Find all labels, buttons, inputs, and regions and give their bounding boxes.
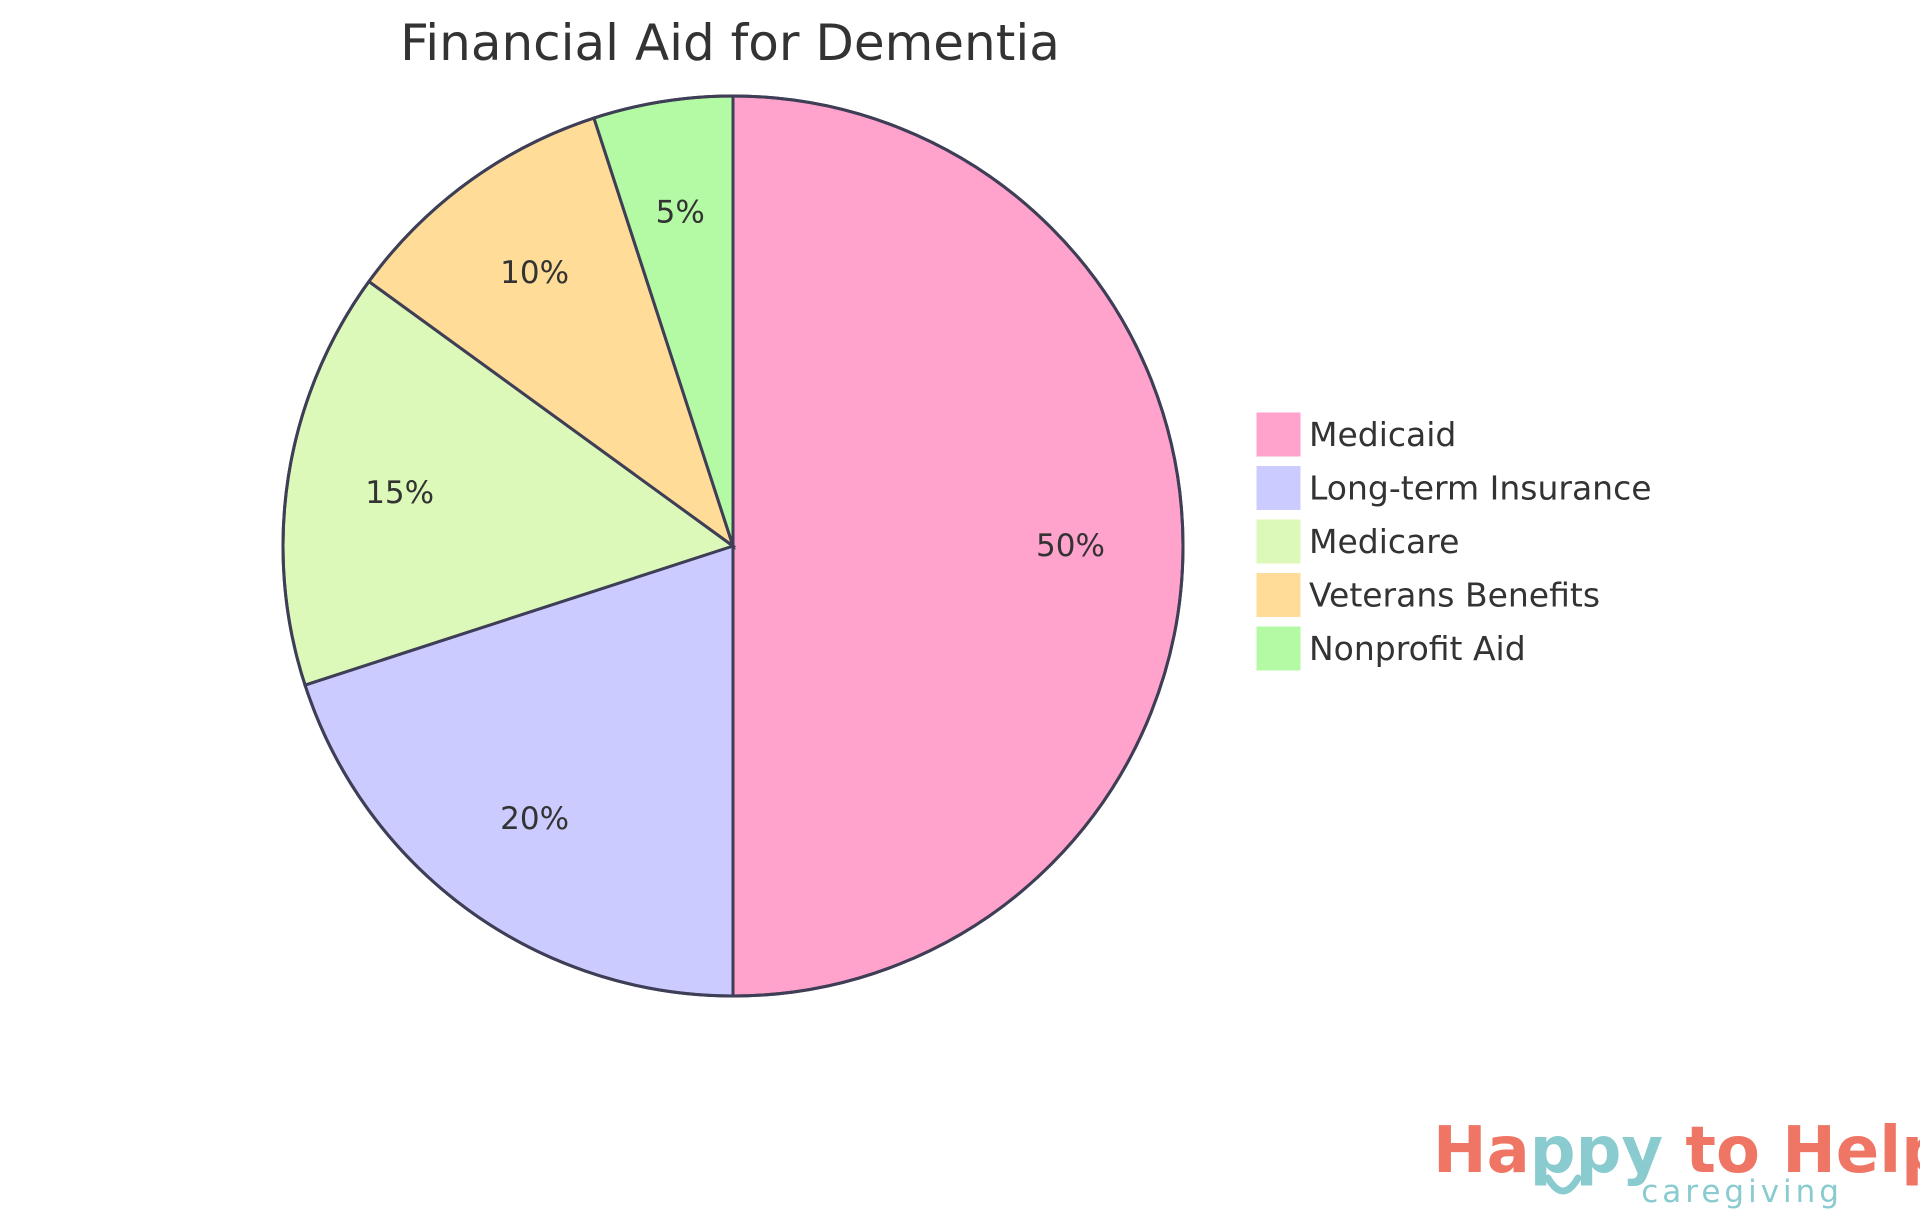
chart-title: Financial Aid for Dementia bbox=[400, 14, 1060, 72]
pie-slices bbox=[281, 94, 1185, 998]
slice-label-long-term-insurance: 20% bbox=[500, 801, 569, 837]
slice-label-nonprofit-aid: 5% bbox=[656, 195, 705, 231]
logo-smile-icon bbox=[1544, 1174, 1582, 1195]
logo-text-ha: Ha bbox=[1433, 1114, 1530, 1188]
legend-label-medicare: Medicare bbox=[1309, 522, 1459, 561]
legend-swatch-medicare bbox=[1255, 518, 1302, 565]
legend-label-medicaid: Medicaid bbox=[1309, 415, 1456, 454]
pie-slice-medicaid bbox=[731, 94, 1185, 998]
legend: Medicaid Long-term Insurance Medicare Veter… bbox=[1255, 411, 1652, 672]
legend-label-veterans-benefits: Veterans Benefits bbox=[1309, 576, 1600, 615]
legend-label-long-term-insurance: Long-term Insurance bbox=[1309, 469, 1652, 508]
legend-swatch-veterans-benefits bbox=[1255, 572, 1302, 618]
happy-to-help-logo: Happy to Help caregiving bbox=[1433, 1114, 1920, 1210]
slice-label-medicare: 15% bbox=[365, 475, 434, 511]
legend-swatch-nonprofit-aid bbox=[1255, 625, 1302, 672]
legend-label-nonprofit-aid: Nonprofit Aid bbox=[1309, 629, 1526, 668]
slice-label-veterans-benefits: 10% bbox=[500, 255, 569, 291]
pie-slice-labels: 50% 20% 15% 10% 5% bbox=[365, 195, 1105, 837]
logo-main-text: Happy to Help bbox=[1433, 1114, 1920, 1188]
legend-swatch-long-term-insurance bbox=[1255, 465, 1302, 511]
slice-label-medicaid: 50% bbox=[1036, 528, 1105, 564]
legend-swatch-medicaid bbox=[1255, 411, 1302, 458]
pie-outline bbox=[281, 94, 1185, 998]
logo-sub-text: caregiving bbox=[1641, 1174, 1843, 1210]
logo-text-to-help: to Help bbox=[1663, 1114, 1920, 1188]
logo-text-ppy: ppy bbox=[1530, 1114, 1663, 1188]
